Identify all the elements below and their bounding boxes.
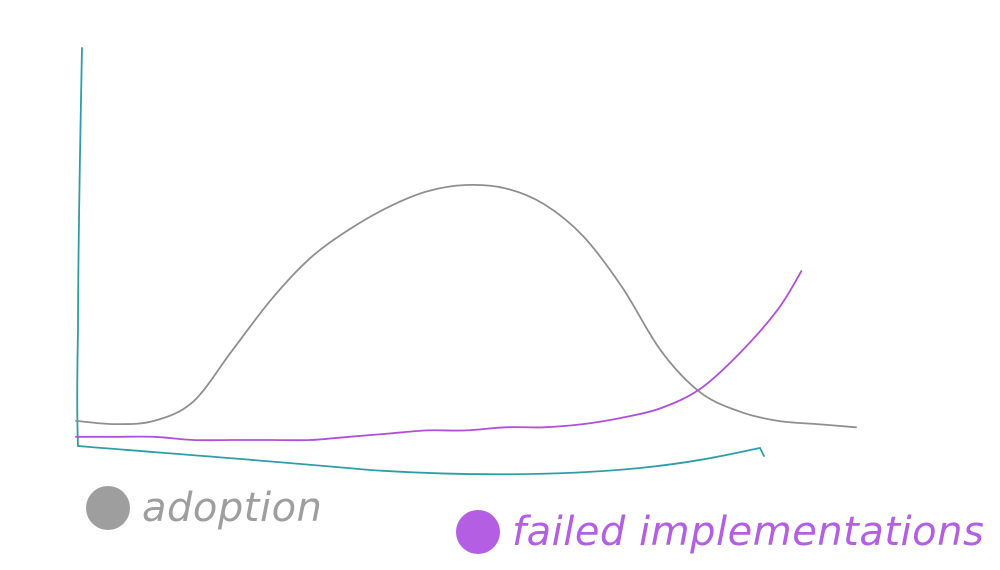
legend-label-failed-implementations: failed implementations (512, 509, 985, 555)
legend-item-adoption: adoption (86, 486, 322, 530)
legend-label-adoption: adoption (142, 485, 323, 531)
y-axis (76, 47, 83, 447)
x-axis (77, 445, 765, 476)
legend-item-failed-implementations: failed implementations (456, 510, 984, 554)
legend-dot-adoption (86, 486, 130, 530)
series-line-failed-implementations (75, 270, 803, 442)
axes (76, 47, 765, 476)
series-layer (75, 183, 857, 442)
legend-dot-failed-implementations (456, 510, 500, 554)
series-line-adoption (75, 183, 857, 429)
